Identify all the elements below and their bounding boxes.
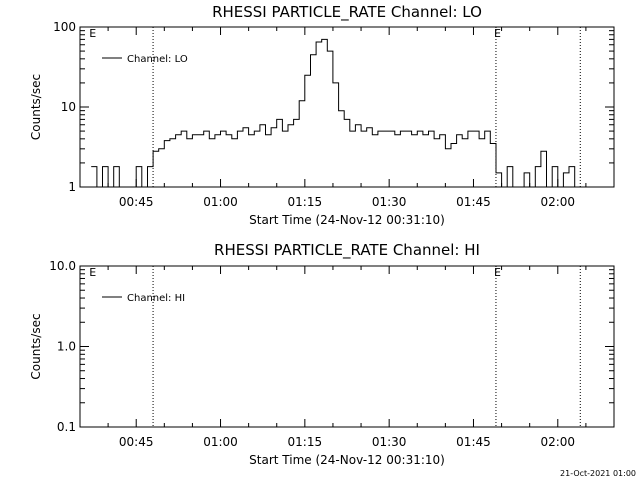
event-marker-label: E (89, 27, 96, 40)
y-tick-label: 0.1 (57, 420, 76, 434)
x-tick-label: 01:45 (456, 195, 491, 209)
event-marker-label: E (494, 266, 501, 279)
x-tick-label: 01:00 (203, 435, 238, 449)
plot-frame (79, 265, 615, 428)
y-tick-label: 1.0 (57, 340, 76, 354)
footer-timestamp: 21-Oct-2021 01:00 (560, 469, 636, 478)
plot-frame (79, 26, 615, 188)
x-tick-label: 01:00 (203, 195, 238, 209)
y-tick-label: 100 (53, 20, 76, 34)
legend-label: Channel: HI (127, 293, 185, 304)
x-tick-label: 02:00 (540, 195, 575, 209)
x-tick-label: 01:30 (372, 435, 407, 449)
series-line-1 (91, 38, 581, 188)
x-tick-label: 01:15 (288, 435, 323, 449)
event-marker-label: E (89, 266, 96, 279)
y-tick-label: 10 (61, 100, 76, 114)
y-tick-label: 10.0 (49, 259, 76, 273)
x-axis-label: Start Time (24-Nov-12 00:31:10) (249, 453, 445, 467)
y-axis-label: Counts/sec (29, 74, 43, 140)
legend-label: Channel: LO (127, 54, 188, 65)
event-marker-label: E (494, 27, 501, 40)
panel-2: RHESSI PARTICLE_RATE Channel: HI 00:45 01:… (29, 241, 615, 467)
x-tick-label: 00:45 (119, 195, 154, 209)
x-tick-label: 02:00 (540, 435, 575, 449)
x-tick-label: 01:30 (372, 195, 407, 209)
panel-1: RHESSI PARTICLE_RATE Channel: LO 00:45 01:… (29, 3, 615, 227)
x-tick-label: 01:15 (288, 195, 323, 209)
x-tick-label: 01:45 (456, 435, 491, 449)
chart-title: RHESSI PARTICLE_RATE Channel: HI (214, 241, 480, 260)
x-tick-label: 00:45 (119, 435, 154, 449)
y-axis-label: Counts/sec (29, 313, 43, 379)
y-tick-label: 1 (68, 180, 76, 194)
x-axis-label: Start Time (24-Nov-12 00:31:10) (249, 213, 445, 227)
chart-title: RHESSI PARTICLE_RATE Channel: LO (212, 3, 482, 22)
